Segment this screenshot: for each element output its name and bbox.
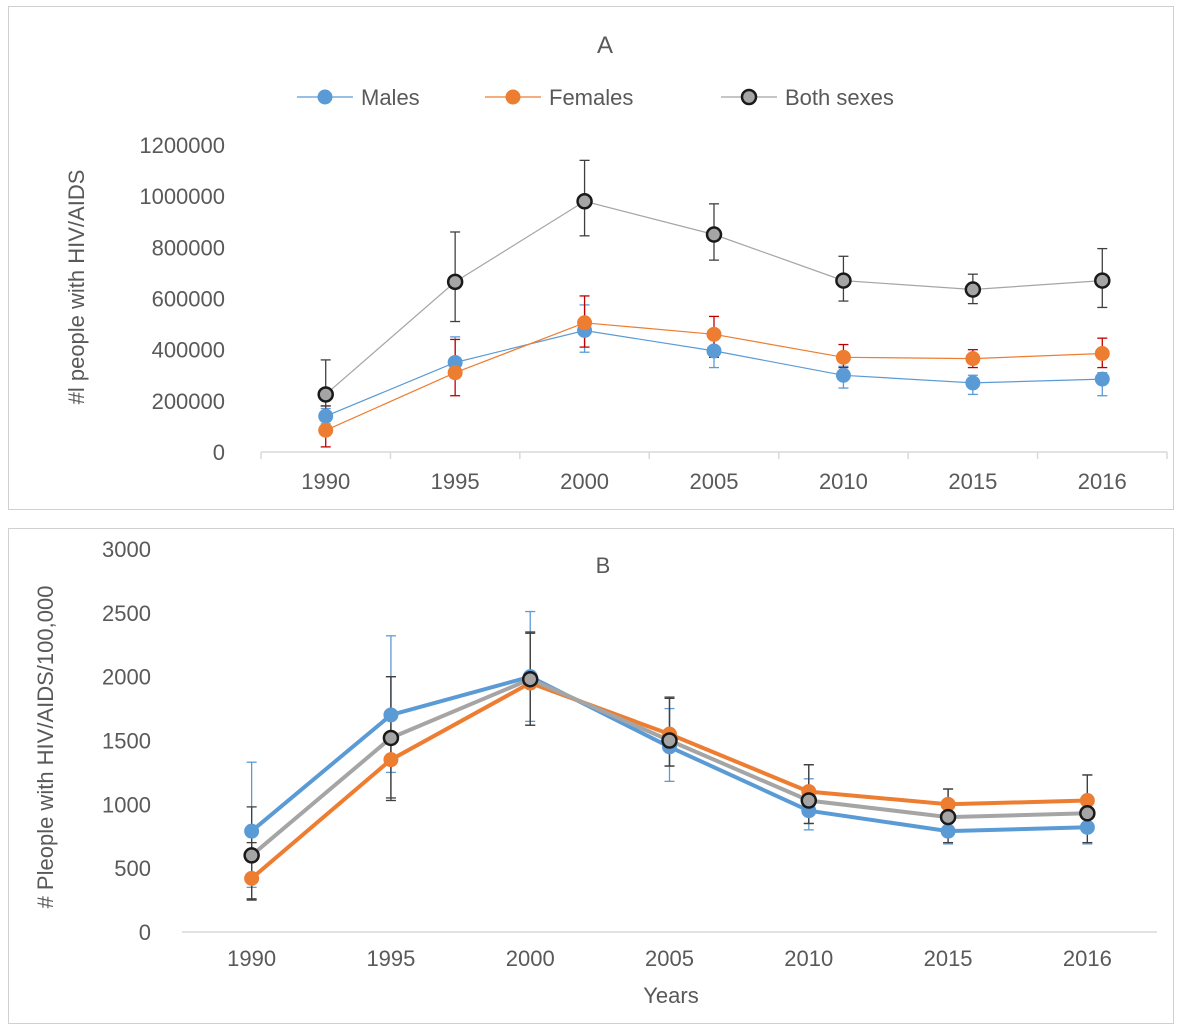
chart-b-y-tick-label: 500 xyxy=(114,856,151,881)
chart-a-data-point xyxy=(965,375,981,391)
chart-a-data-point xyxy=(965,351,981,367)
chart-b-data-point xyxy=(1079,819,1095,835)
chart-a-data-point xyxy=(835,367,851,383)
chart-b-data-point xyxy=(244,870,260,886)
chart-b-data-point xyxy=(383,752,399,768)
chart-a-data-point xyxy=(447,365,463,381)
chart-a-plot: 1990 1995 2000 2005 2010 2015 2016 0 200000 40000… xyxy=(139,133,1168,494)
chart-a-data-point xyxy=(1094,272,1111,289)
chart-a-data-point xyxy=(318,408,334,424)
chart-b-y-tick-label: 0 xyxy=(139,920,151,945)
chart-a-data-point xyxy=(318,422,334,438)
chart-a-data-point xyxy=(964,281,982,298)
chart-b-svg: B # Pleople with HIV/AIDS/100,000 Years … xyxy=(33,537,1157,1008)
chart-a-x-tick-label: 1990 xyxy=(301,469,350,494)
chart-b-x-tick-label: 1995 xyxy=(366,946,415,971)
chart-a-legend: Males Females Both sexes xyxy=(297,85,894,110)
chart-a-data-point xyxy=(835,272,852,289)
chart-b-data-point xyxy=(800,792,818,809)
chart-a-y-tick-label: 1200000 xyxy=(139,133,225,158)
chart-a-legend-marker xyxy=(740,88,758,106)
chart-b-x-tick-label: 2010 xyxy=(784,946,833,971)
chart-b-data-point xyxy=(383,707,399,723)
chart-b-xlabel: Years xyxy=(643,983,698,1008)
chart-a-data-point xyxy=(706,326,722,342)
chart-b-data-point xyxy=(939,808,957,826)
chart-b-data-point xyxy=(940,823,956,839)
chart-b-title: B xyxy=(596,553,611,578)
chart-a-y-tick-label: 400000 xyxy=(152,338,225,363)
chart-b-data-point xyxy=(1079,805,1096,822)
chart-panel-b: B # Pleople with HIV/AIDS/100,000 Years … xyxy=(8,528,1174,1024)
chart-a-legend-label: Females xyxy=(549,85,633,110)
chart-a-y-tick-label: 0 xyxy=(213,440,225,465)
chart-a-data-point xyxy=(1094,346,1110,362)
chart-b-data-point xyxy=(661,732,678,749)
chart-b-x-tick-label: 1990 xyxy=(227,946,276,971)
chart-b-data-point xyxy=(244,823,260,839)
chart-a-y-tick-label: 800000 xyxy=(152,235,225,260)
chart-b-y-tick-label: 1000 xyxy=(102,792,151,817)
chart-a-data-point xyxy=(705,226,723,243)
chart-a-x-tick-label: 2010 xyxy=(819,469,868,494)
chart-b-y-tick-label: 2500 xyxy=(102,601,151,626)
chart-a-x-tick-label: 2016 xyxy=(1078,469,1127,494)
chart-b-y-tick-label: 3000 xyxy=(102,537,151,562)
chart-b-plot: 1990 1995 2000 2005 2010 2015 2016 0 500 1000 1500… xyxy=(102,537,1157,971)
chart-a-x-tick-label: 1995 xyxy=(431,469,480,494)
chart-a-data-point xyxy=(706,343,722,359)
chart-b-y-tick-label: 2000 xyxy=(102,665,151,690)
chart-panel-a: A Males Females Both sexes #l people with … xyxy=(8,6,1174,510)
chart-b-x-tick-label: 2016 xyxy=(1063,946,1112,971)
chart-a-data-point xyxy=(835,349,851,365)
chart-b-x-tick-label: 2015 xyxy=(924,946,973,971)
chart-a-data-point xyxy=(576,193,593,210)
chart-a-data-point xyxy=(446,273,464,291)
chart-a-y-tick-label: 1000000 xyxy=(139,184,225,209)
chart-b-ylabel: # Pleople with HIV/AIDS/100,000 xyxy=(33,586,58,909)
chart-a-data-point xyxy=(317,386,334,403)
chart-a-y-tick-label: 600000 xyxy=(152,287,225,312)
chart-a-legend-label: Males xyxy=(361,85,420,110)
chart-a-x-tick-label: 2005 xyxy=(690,469,739,494)
chart-a-x-tick-label: 2015 xyxy=(948,469,997,494)
chart-a-legend-marker xyxy=(505,89,521,105)
chart-a-data-point xyxy=(577,315,593,331)
chart-a-ylabel: #l people with HIV/AIDS xyxy=(64,170,89,405)
chart-b-data-point xyxy=(243,847,260,864)
chart-a-x-tick-label: 2000 xyxy=(560,469,609,494)
chart-a-y-tick-label: 200000 xyxy=(152,389,225,414)
chart-a-legend-item: Males xyxy=(297,85,420,110)
chart-a-data-point xyxy=(1094,371,1110,387)
chart-a-svg: A Males Females Both sexes #l people with … xyxy=(64,32,1168,494)
chart-b-x-tick-label: 2005 xyxy=(645,946,694,971)
chart-b-data-point xyxy=(382,729,400,747)
chart-b-data-point xyxy=(521,670,539,688)
chart-a-legend-marker xyxy=(317,89,333,105)
chart-a-title: A xyxy=(597,32,613,59)
chart-b-y-tick-label: 1500 xyxy=(102,729,151,754)
chart-a-legend-label: Both sexes xyxy=(785,85,894,110)
chart-b-x-tick-label: 2000 xyxy=(506,946,555,971)
chart-a-legend-item: Both sexes xyxy=(721,85,894,110)
chart-a-legend-item: Females xyxy=(485,85,633,110)
